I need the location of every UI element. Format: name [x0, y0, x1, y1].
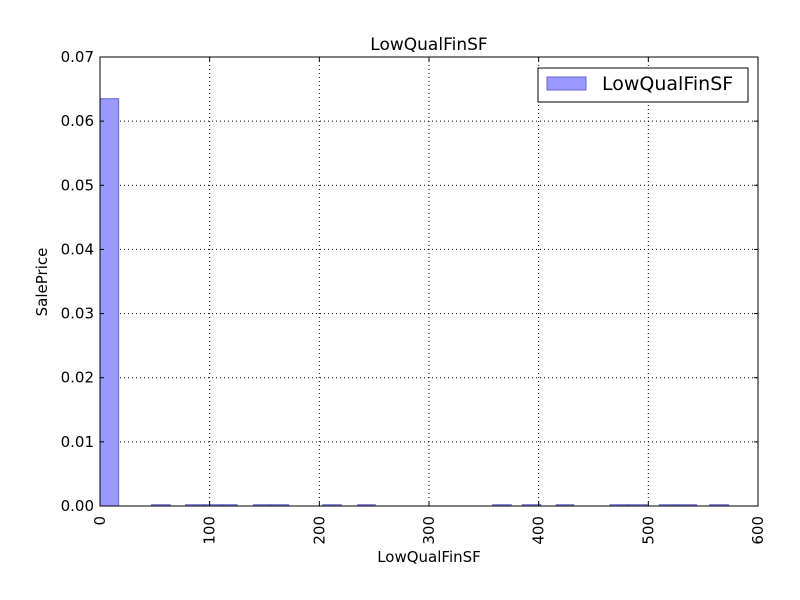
- y-tick-label: 0.06: [61, 112, 94, 130]
- grid-lines: [100, 57, 758, 506]
- x-tick-label: 300: [420, 516, 438, 545]
- y-tick-label: 0.00: [61, 497, 94, 515]
- y-tick-label: 0.01: [61, 433, 94, 451]
- x-tick-label: 100: [201, 516, 219, 545]
- axis-ticks: [99, 56, 759, 507]
- legend: LowQualFinSF: [537, 67, 749, 103]
- y-tick-label: 0.03: [61, 305, 94, 323]
- y-tick-label: 0.02: [61, 369, 94, 387]
- legend-swatch: [546, 76, 587, 91]
- legend-label: LowQualFinSF: [602, 73, 733, 95]
- x-tick-label: 0: [91, 516, 109, 526]
- chart-title: LowQualFinSF: [370, 35, 487, 55]
- y-tick-label: 0.05: [61, 176, 94, 194]
- y-tick-label: 0.04: [61, 240, 94, 258]
- y-tick-labels: 0.00 0.01 0.02 0.03 0.04 0.05 0.06 0.07: [61, 48, 94, 515]
- x-axis-label: LowQualFinSF: [377, 548, 481, 566]
- y-axis-label: SalePrice: [33, 248, 51, 317]
- y-tick-label: 0.07: [61, 48, 94, 66]
- histogram-bar: [99, 98, 120, 507]
- x-tick-label: 500: [639, 516, 657, 545]
- x-tick-labels: 0 100 200 300 400 500 600: [91, 516, 767, 545]
- x-tick-label: 600: [749, 516, 767, 545]
- x-tick-label: 400: [530, 516, 548, 545]
- histogram-bars: [99, 98, 729, 507]
- x-tick-label: 200: [310, 516, 328, 545]
